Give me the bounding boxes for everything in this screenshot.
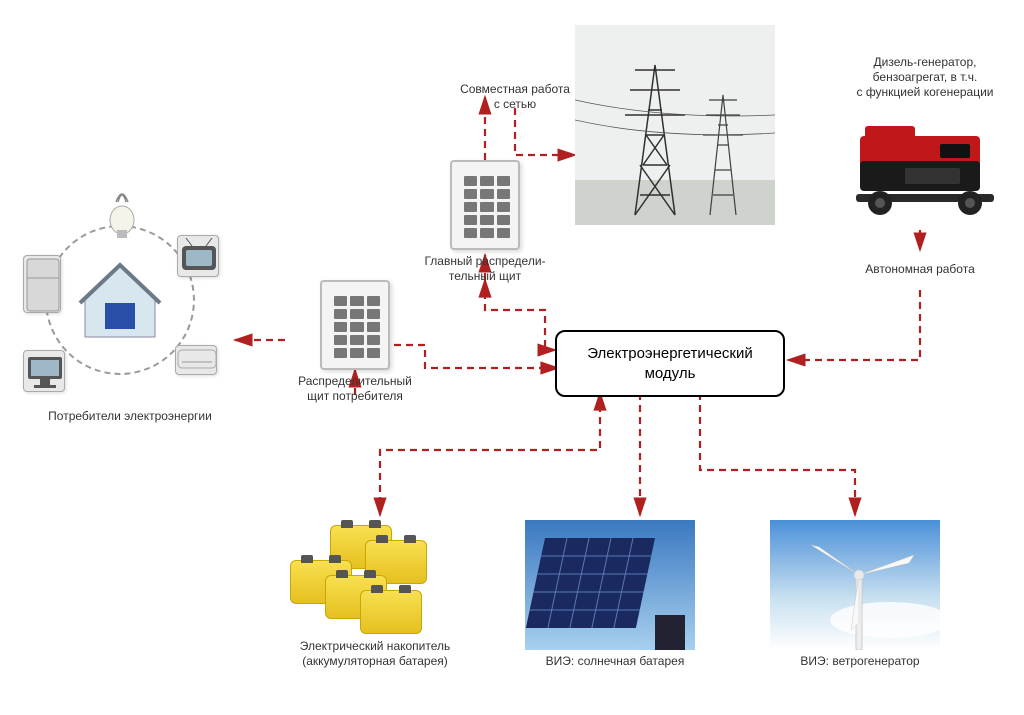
grid-towers <box>575 25 775 225</box>
monitor-icon <box>23 350 65 392</box>
tv-icon <box>177 235 219 277</box>
generator: Дизель-генератор, бензоагрегат, в т.ч. с… <box>840 55 1010 219</box>
fridge-icon <box>23 255 61 313</box>
generator-icon <box>850 106 1000 216</box>
house-icon <box>75 255 165 345</box>
wind-turbine: ВИЭ: ветрогенератор <box>770 520 950 669</box>
ac-icon <box>175 345 217 375</box>
module-label: Электроэнергетический модуль <box>577 344 763 383</box>
solar-panel: ВИЭ: солнечная батарея <box>525 520 705 669</box>
bulb-icon <box>105 190 139 240</box>
autonomous-label: Автономная работа <box>840 258 1000 277</box>
battery-storage: Электрический накопитель (аккумуляторная… <box>270 515 480 669</box>
consumers: Потребители электроэнергии <box>15 195 245 424</box>
consumer-panel: Распределительный щит потребителя <box>280 280 430 404</box>
energy-module: Электроэнергетический модуль <box>555 330 785 397</box>
main-distribution-panel: Главный распредели- тельный щит <box>415 160 555 284</box>
grid-work-label: Совместная работа с сетью <box>445 78 585 112</box>
